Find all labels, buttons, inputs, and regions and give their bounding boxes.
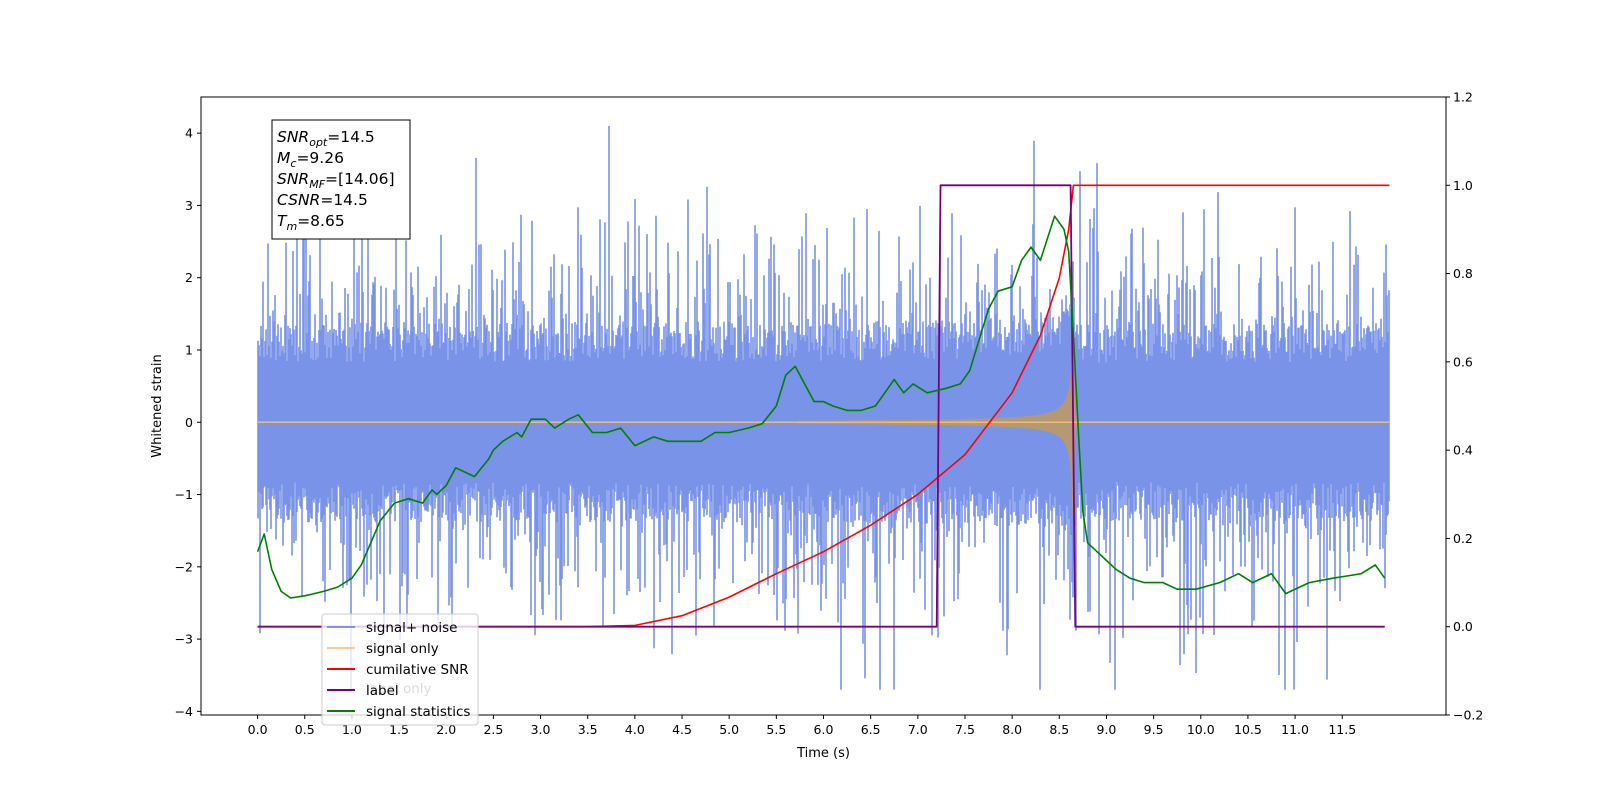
x-tick-label: 0.5 xyxy=(295,722,315,737)
x-tick-label: 3.0 xyxy=(531,722,551,737)
x-tick-label: 11.5 xyxy=(1328,722,1356,737)
x-tick-label: 10.5 xyxy=(1234,722,1262,737)
legend-hidden-entry: label only xyxy=(366,681,432,697)
x-tick-label: 4.0 xyxy=(625,722,645,737)
legend-entry: cumilative SNR xyxy=(366,662,469,678)
series-label xyxy=(257,184,1385,628)
annotation-line: SNRopt=14.5 xyxy=(277,128,375,149)
y-tick-label: −4 xyxy=(175,704,193,719)
x-tick-label: 1.0 xyxy=(342,722,362,737)
x-tick-label: 0.0 xyxy=(248,722,268,737)
y2-tick-label: 0.6 xyxy=(1453,354,1473,369)
y2-tick-label: 1.2 xyxy=(1453,90,1473,105)
y-tick-label: 1 xyxy=(185,342,193,357)
legend-entry: signal statistics xyxy=(366,704,470,720)
y2-tick-label: 0.4 xyxy=(1453,443,1473,458)
plot-area xyxy=(256,125,1390,690)
x-tick-label: 6.5 xyxy=(861,722,881,737)
y-tick-label: −1 xyxy=(175,487,193,502)
legend-entry: label xyxy=(366,683,399,699)
y-axis-label: Whitened strain xyxy=(150,354,165,457)
legend-frame xyxy=(321,613,479,726)
x-tick-label: 1.5 xyxy=(389,722,409,737)
annotation-line: Tm=8.65 xyxy=(277,212,345,233)
x-tick-label: 4.5 xyxy=(672,722,692,737)
x-tick-label: 9.0 xyxy=(1097,722,1117,737)
x-tick-label: 3.5 xyxy=(578,722,598,737)
x-tick-label: 2.0 xyxy=(436,722,456,737)
legend-entry: signal+ noise xyxy=(366,620,457,636)
x-tick-label: 6.0 xyxy=(814,722,834,737)
annotation-line: Mc=9.26 xyxy=(277,149,344,170)
legend-entry: signal only xyxy=(366,641,439,657)
y2-tick-label: 0.2 xyxy=(1453,531,1473,546)
axes: 0.0 0.5 1.0 1.5 2.0 2.5 3.0 3.5 4.0 4.5 5.0 5.5 6.0 6… xyxy=(175,90,1484,738)
y-tick-label: 3 xyxy=(185,198,193,213)
annotation-line: SNRMF=[14.06] xyxy=(277,170,395,191)
x-tick-label: 2.5 xyxy=(483,722,503,737)
y2-tick-label: 0.8 xyxy=(1453,266,1473,281)
x-tick-label: 8.0 xyxy=(1002,722,1022,737)
y-tick-label: 0 xyxy=(185,415,193,430)
y-tick-label: −2 xyxy=(175,559,193,574)
y2-tick-label: 0.0 xyxy=(1453,619,1473,634)
x-tick-label: 9.5 xyxy=(1144,722,1164,737)
series-signal-statistics xyxy=(256,215,1386,599)
legend: label only signal+ noise signal only cumila… xyxy=(321,613,479,726)
y-tick-label: 4 xyxy=(185,126,193,141)
annotation-line: CSNR=14.5 xyxy=(277,191,368,209)
x-tick-label: 7.5 xyxy=(955,722,975,737)
x-tick-label: 11.0 xyxy=(1281,722,1309,737)
x-tick-label: 7.0 xyxy=(908,722,928,737)
y2-tick-label: 1.0 xyxy=(1453,178,1473,193)
x-tick-label: 8.5 xyxy=(1049,722,1069,737)
x-tick-label: 5.0 xyxy=(719,722,739,737)
annotation-box: SNRopt=14.5Mc=9.26SNRMF=[14.06]CSNR=14.5… xyxy=(271,119,411,240)
annotation-frame xyxy=(271,119,411,240)
series-cumulative-snr xyxy=(257,184,1390,628)
x-axis-label: Time (s) xyxy=(796,746,850,761)
y2-tick-label: −0.2 xyxy=(1453,708,1483,723)
x-tick-label: 5.5 xyxy=(766,722,786,737)
y-tick-label: −3 xyxy=(175,632,193,647)
y-tick-label: 2 xyxy=(185,270,193,285)
x-tick-label: 10.0 xyxy=(1187,722,1215,737)
